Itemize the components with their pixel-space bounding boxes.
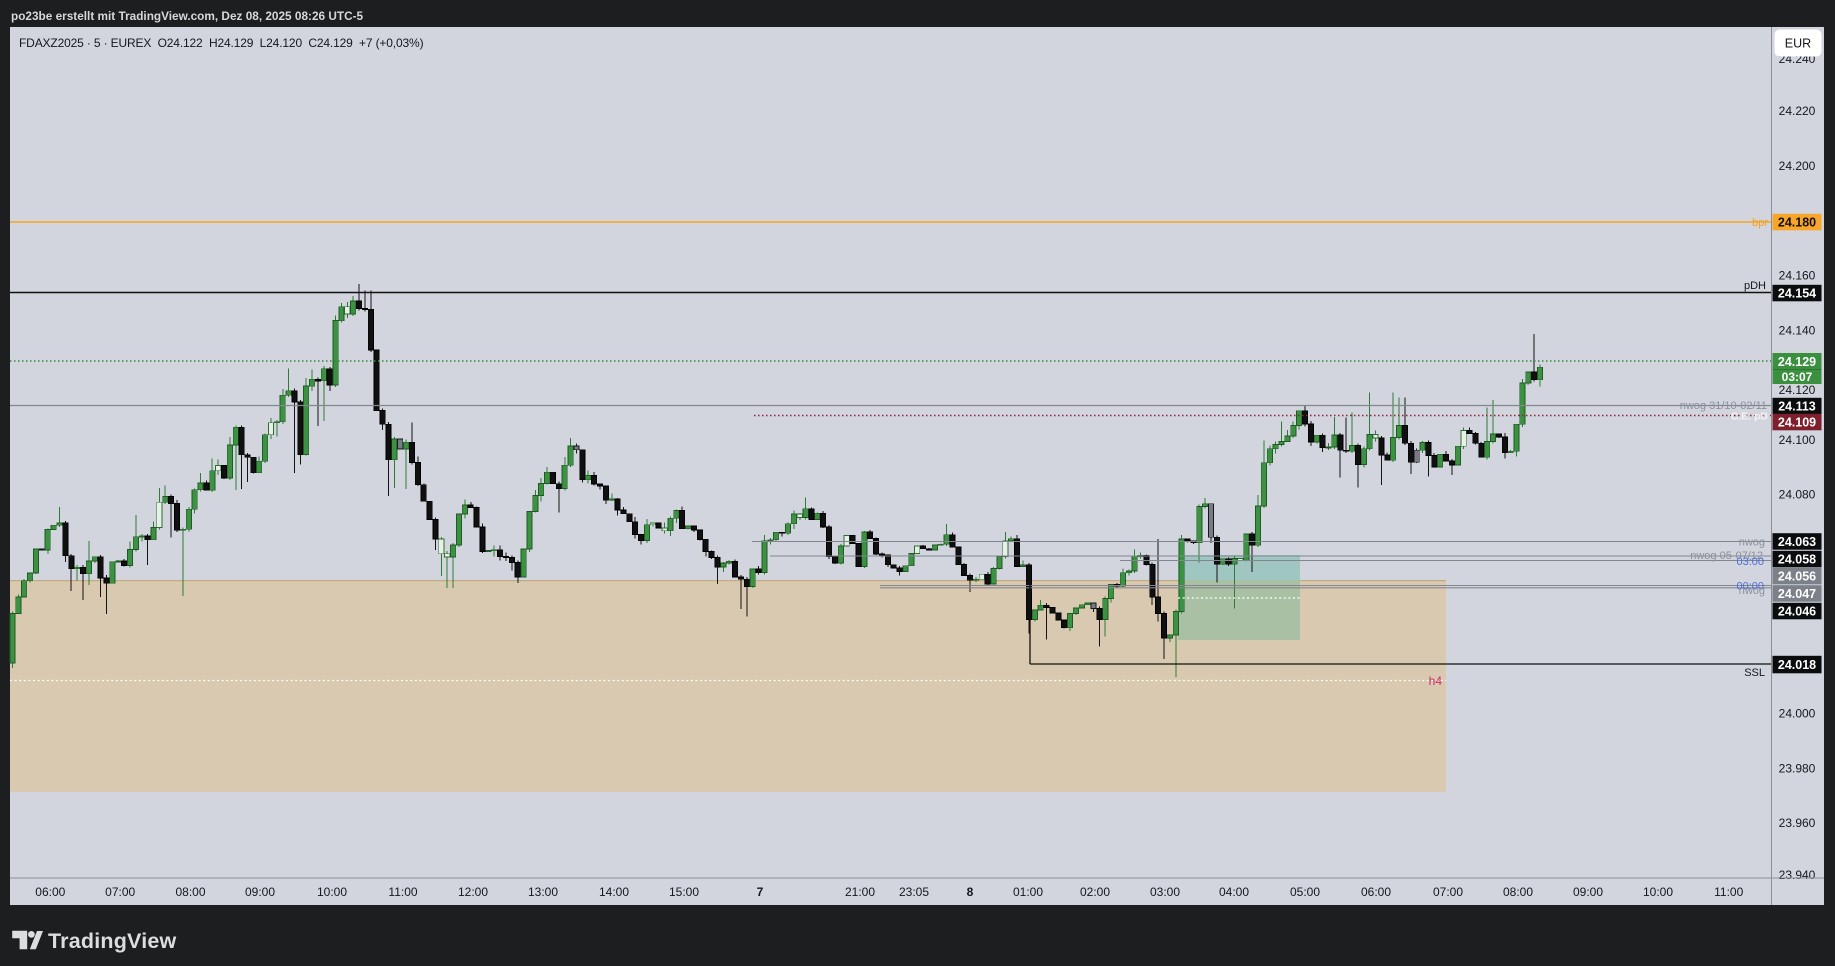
svg-text:C.E. pD: C.E. pD xyxy=(1731,411,1769,423)
svg-text:24.056: 24.056 xyxy=(1778,569,1816,583)
svg-text:15:00: 15:00 xyxy=(669,885,699,899)
svg-text:07:00: 07:00 xyxy=(105,885,135,899)
svg-text:nwog: nwog xyxy=(1739,585,1765,597)
svg-text:14:00: 14:00 xyxy=(599,885,629,899)
svg-text:11:00: 11:00 xyxy=(388,885,417,899)
svg-text:FDAXZ2025 · 5 · EUREX O24.122: FDAXZ2025 · 5 · EUREX O24.122 H24.129 L2… xyxy=(19,36,424,50)
svg-text:10:00: 10:00 xyxy=(1643,885,1673,899)
svg-text:24.000: 24.000 xyxy=(1779,707,1816,721)
svg-text:12:00: 12:00 xyxy=(458,885,488,899)
svg-text:07:00: 07:00 xyxy=(1433,885,1463,899)
svg-text:24.120: 24.120 xyxy=(1779,383,1816,397)
svg-text:23:05: 23:05 xyxy=(899,885,929,899)
svg-text:TradingView: TradingView xyxy=(48,929,177,953)
svg-text:23.980: 23.980 xyxy=(1779,761,1816,775)
svg-text:24.113: 24.113 xyxy=(1778,399,1816,413)
svg-text:24.200: 24.200 xyxy=(1779,159,1816,173)
svg-text:7: 7 xyxy=(757,885,764,899)
svg-text:08:00: 08:00 xyxy=(175,885,205,899)
svg-text:24.063: 24.063 xyxy=(1778,535,1816,549)
svg-text:21:00: 21:00 xyxy=(845,885,875,899)
svg-text:SSL: SSL xyxy=(1744,667,1765,679)
svg-text:08:00: 08:00 xyxy=(1503,885,1533,899)
svg-text:nwog 05-07/12: nwog 05-07/12 xyxy=(1690,550,1763,562)
svg-text:po23be erstellt mit TradingVie: po23be erstellt mit TradingView.com, Dez… xyxy=(11,9,364,23)
svg-text:06:00: 06:00 xyxy=(35,885,65,899)
svg-text:13:00: 13:00 xyxy=(528,885,558,899)
svg-text:01:00: 01:00 xyxy=(1013,885,1043,899)
svg-text:10:00: 10:00 xyxy=(317,885,347,899)
svg-text:nwog 31/10-02/11: nwog 31/10-02/11 xyxy=(1680,400,1767,412)
svg-text:06:00: 06:00 xyxy=(1361,885,1391,899)
svg-text:24.018: 24.018 xyxy=(1778,658,1816,672)
svg-text:nwog: nwog xyxy=(1739,537,1765,549)
svg-text:00:00: 00:00 xyxy=(1736,581,1764,593)
svg-text:03:00: 03:00 xyxy=(1150,885,1180,899)
svg-text:24.129: 24.129 xyxy=(1778,355,1816,369)
svg-text:03:07: 03:07 xyxy=(1782,370,1813,384)
svg-text:03:00: 03:00 xyxy=(1736,556,1764,568)
svg-text:bpr: bpr xyxy=(1752,217,1768,229)
svg-text:h4: h4 xyxy=(1429,674,1443,688)
svg-text:24.180: 24.180 xyxy=(1778,215,1816,229)
svg-text:24.154: 24.154 xyxy=(1778,286,1816,300)
svg-text:24.160: 24.160 xyxy=(1779,269,1816,283)
svg-text:8: 8 xyxy=(967,885,974,899)
svg-text:24.080: 24.080 xyxy=(1779,488,1816,502)
svg-text:09:00: 09:00 xyxy=(245,885,275,899)
svg-text:02:00: 02:00 xyxy=(1080,885,1110,899)
svg-text:24.220: 24.220 xyxy=(1779,104,1816,118)
svg-text:11:00: 11:00 xyxy=(1714,885,1743,899)
svg-text:23.960: 23.960 xyxy=(1779,816,1816,830)
svg-text:EUR: EUR xyxy=(1785,37,1811,51)
svg-text:24.058: 24.058 xyxy=(1778,552,1816,566)
svg-text:23.940: 23.940 xyxy=(1779,868,1816,882)
svg-text:24.047: 24.047 xyxy=(1778,587,1816,601)
svg-text:24.140: 24.140 xyxy=(1779,323,1816,337)
svg-text:05:00: 05:00 xyxy=(1290,885,1320,899)
svg-text:04:00: 04:00 xyxy=(1219,885,1249,899)
svg-text:24.109: 24.109 xyxy=(1778,415,1816,429)
svg-text:24.100: 24.100 xyxy=(1779,433,1816,447)
svg-text:pDH: pDH xyxy=(1744,280,1766,292)
svg-text:09:00: 09:00 xyxy=(1573,885,1603,899)
svg-text:24.046: 24.046 xyxy=(1778,604,1816,618)
